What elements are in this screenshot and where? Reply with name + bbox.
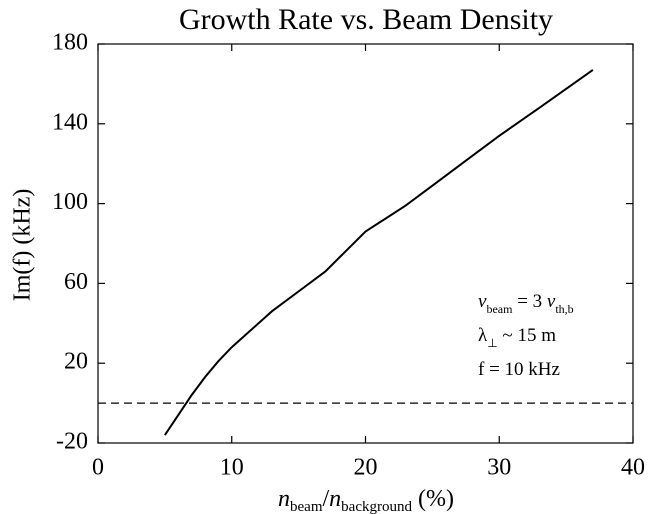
rich-text: λ⊥ ~ 15 m (478, 325, 556, 349)
text-part: ~ 15 m (498, 325, 557, 346)
data-line (164, 69, 594, 436)
subscript: beam (290, 499, 323, 514)
subscript: ⊥ (487, 336, 497, 350)
chart-title: Growth Rate vs. Beam Density (179, 3, 553, 36)
y-tick-label: 60 (64, 269, 88, 295)
rich-text: nbeam/nbackground (%) (278, 486, 454, 514)
rich-text: f = 10 kHz (478, 359, 560, 380)
text-part: λ (478, 325, 488, 346)
text-part: n (329, 486, 341, 512)
text-part: f = 10 kHz (478, 359, 560, 380)
subscript: th,b (555, 302, 573, 316)
text-part: / (323, 486, 330, 512)
subscript: background (341, 499, 412, 514)
text-part: v (478, 291, 487, 312)
y-tick-label: 140 (52, 109, 88, 135)
y-tick-label: 20 (64, 349, 88, 375)
y-tick-label: 100 (52, 189, 88, 215)
x-tick-label: 10 (220, 455, 244, 481)
text-part: = 3 (512, 291, 546, 312)
y-tick-label: 180 (52, 30, 88, 56)
x-tick-label: 30 (487, 455, 511, 481)
y-axis-label: Im(f) (kHz) (10, 189, 36, 302)
y-tick-label: -20 (56, 429, 88, 455)
rich-text: vbeam = 3 vth,b (478, 291, 574, 315)
x-tick-label: 40 (621, 455, 645, 481)
text-part: (%) (412, 486, 454, 512)
x-tick-label: 20 (354, 455, 378, 481)
subscript: beam (486, 302, 513, 316)
text-part: v (547, 291, 556, 312)
plot-frame (97, 43, 634, 444)
text-part: n (278, 486, 290, 512)
x-tick-label: 0 (92, 455, 104, 481)
